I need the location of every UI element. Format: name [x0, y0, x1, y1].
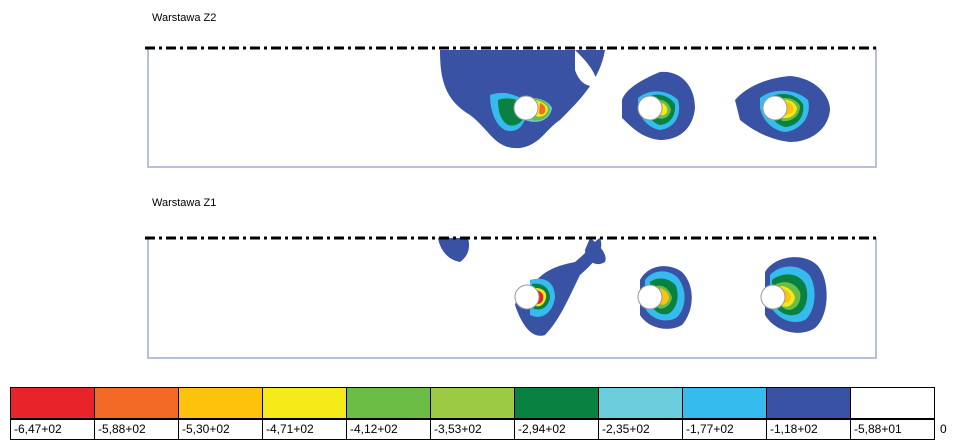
legend-swatch	[178, 387, 263, 419]
panel-outline-z2	[147, 47, 877, 168]
legend-value: -5,88+01	[850, 419, 935, 440]
legend-swatch	[262, 387, 347, 419]
legend-swatch	[10, 387, 95, 419]
legend-swatch	[682, 387, 767, 419]
legend-value: -2,94+02	[514, 419, 599, 440]
legend-value: -2,35+02	[598, 419, 683, 440]
legend-swatch	[430, 387, 515, 419]
legend-swatch	[514, 387, 599, 419]
legend-value: -1,18+02	[766, 419, 851, 440]
legend-value: -5,30+02	[178, 419, 263, 440]
legend-value: -6,47+02	[10, 419, 95, 440]
legend-swatch	[766, 387, 851, 419]
legend-swatch	[598, 387, 683, 419]
legend-swatch	[346, 387, 431, 419]
contour-zone-z2-1	[440, 50, 605, 149]
legend-swatch	[94, 387, 179, 419]
layer-title-z2: Warstawa Z2	[152, 12, 217, 24]
legend-value: -5,88+02	[94, 419, 179, 440]
contour-zone-z1-1	[438, 238, 606, 336]
contour-zone-z1-2	[637, 266, 692, 329]
contour-zone-z1-3	[760, 257, 827, 333]
contour-zone-z2-2	[622, 71, 695, 140]
panel-outline-z1	[147, 238, 877, 359]
contour-zone-z2-3	[735, 76, 830, 142]
legend-value: -1,77+02	[682, 419, 767, 440]
legend-swatch	[850, 387, 935, 419]
legend-value: -4,71+02	[262, 419, 347, 440]
legend-value: -4,12+02	[346, 419, 431, 440]
legend-value: -3,53+02	[430, 419, 515, 440]
legend-end-label: 0	[940, 422, 947, 436]
layer-title-z1: Warstawa Z1	[152, 197, 217, 209]
